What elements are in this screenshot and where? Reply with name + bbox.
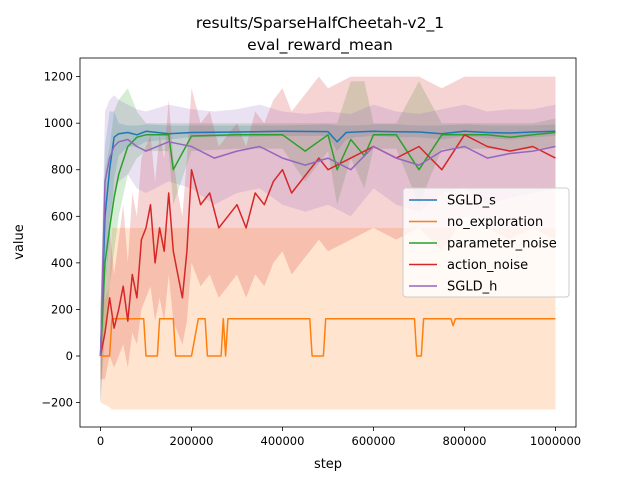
x-tick-label: 400000 xyxy=(261,434,305,448)
y-axis: −200 0 200 400 600 800 1000 1200 xyxy=(41,70,80,410)
y-tick-label: 600 xyxy=(51,209,73,223)
x-tick-label: 600000 xyxy=(352,434,396,448)
x-tick-label: 0 xyxy=(97,434,104,448)
y-tick-label: 1200 xyxy=(44,70,73,84)
y-tick-label: 1000 xyxy=(44,116,73,130)
x-axis: 0 200000 400000 600000 800000 1000000 xyxy=(97,427,581,448)
plot-area-frame xyxy=(79,57,577,428)
legend-label-2: parameter_noise xyxy=(447,237,557,252)
series-band-3 xyxy=(100,76,556,380)
series-lines xyxy=(99,130,556,357)
series-line-2 xyxy=(99,131,556,357)
series-line-1 xyxy=(100,317,556,357)
y-tick-label: 0 xyxy=(66,349,73,363)
x-tick-label: 800000 xyxy=(443,434,487,448)
series-band-4 xyxy=(100,95,556,403)
y-axis-label: value xyxy=(12,224,27,260)
y-tick-label: 200 xyxy=(51,302,73,316)
legend-label-1: no_exploration xyxy=(447,215,543,230)
x-tick-label: 1000000 xyxy=(530,434,581,448)
legend: SGLD_s no_exploration parameter_noiseactio… xyxy=(402,187,570,298)
x-tick-label: 200000 xyxy=(170,434,214,448)
legend-label-4: SGLD_h xyxy=(447,280,497,295)
y-tick-label: −200 xyxy=(41,396,73,410)
y-tick-label: 800 xyxy=(51,163,73,177)
series-band-0 xyxy=(100,111,556,403)
legend-label-3: action_noise xyxy=(447,258,528,273)
series-line-0 xyxy=(99,130,556,357)
legend-box xyxy=(402,187,570,298)
chart-title-line1: results/SparseHalfCheetah-v2_1 xyxy=(196,14,444,33)
chart-title-line2: eval_reward_mean xyxy=(247,36,393,55)
legend-label-0: SGLD_s xyxy=(447,194,496,209)
series-band-2 xyxy=(100,81,556,403)
y-tick-label: 400 xyxy=(51,256,73,270)
x-axis-label: step xyxy=(314,457,342,472)
series-line-4 xyxy=(99,138,556,357)
